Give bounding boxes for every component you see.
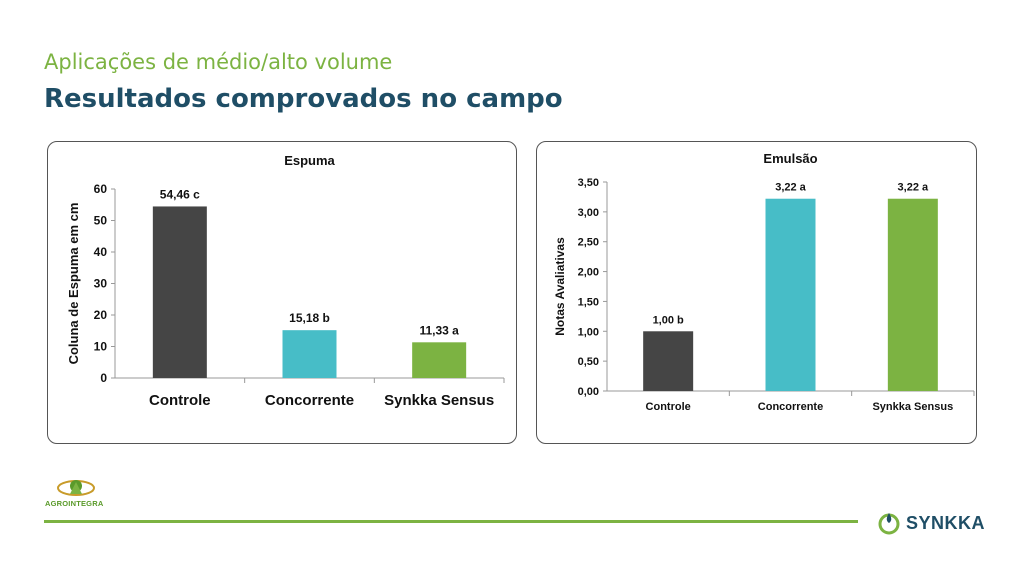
espuma-chart: Espuma Coluna de Espuma em cm 0 10 20 30 40 50 6… [66,153,505,409]
chart-title: Espuma [284,153,335,168]
data-label: 1,00 b [653,314,684,326]
y-axis-label: Coluna de Espuma em cm [66,203,81,365]
y-tick-label: 3,50 [578,177,599,189]
category-label: Controle [149,392,211,409]
page-subtitle: Aplicações de médio/alto volume [44,50,393,74]
footer-divider [44,520,858,523]
bar-synkka-sensus [412,342,467,378]
bar-synkka-sensus [887,198,938,391]
y-axis-label: Notas Avaliativas [553,237,567,336]
y-tick-label: 1,50 [578,296,599,308]
page-title: Resultados comprovados no campo [44,84,563,114]
y-tick-label: 30 [94,277,108,291]
chart-title: Emulsão [763,151,817,166]
y-tick-label: 0,00 [578,386,599,398]
y-tick-label: 2,50 [578,237,599,249]
data-label: 15,18 b [289,311,330,325]
data-label: 54,46 c [160,187,200,201]
data-label: 3,22 a [775,182,806,194]
emulsao-chart: Emulsão Notas Avaliativas 0,00 0,50 1,00 1,50… [553,151,975,413]
y-tick-label: 3,00 [578,207,599,219]
agrointegra-logo-text: AGROINTEGRA [45,499,104,508]
y-tick-label: 1,00 [578,326,599,338]
category-label: Concorrente [265,392,354,409]
y-tick-label: 60 [94,182,108,196]
data-label: 3,22 a [898,182,929,194]
y-tick-label: 2,00 [578,267,599,279]
y-tick-label: 10 [94,340,108,354]
y-tick-label: 40 [94,245,108,259]
y-tick-label: 0 [100,371,107,385]
bar-concorrente [282,330,337,378]
category-label: Synkka Sensus [872,401,953,413]
agrointegra-logo [57,480,95,496]
y-tick-label: 50 [94,214,108,228]
category-label: Controle [646,401,691,413]
espuma-chart-panel: Espuma Coluna de Espuma em cm 0 10 20 30 40 50 6… [47,141,517,444]
y-tick-label: 0,50 [578,356,599,368]
category-label: Concorrente [758,401,823,413]
bar-concorrente [765,198,816,391]
y-tick-label: 20 [94,308,108,322]
category-label: Synkka Sensus [384,392,494,409]
data-label: 11,33 a [419,323,459,337]
synkka-logo-icon [878,513,900,535]
synkka-brand-name: SYNKKA [906,513,986,533]
bar-controle [152,206,207,378]
bar-controle [643,331,694,391]
emulsao-chart-panel: Emulsão Notas Avaliativas 0,00 0,50 1,00 1,50… [536,141,977,444]
